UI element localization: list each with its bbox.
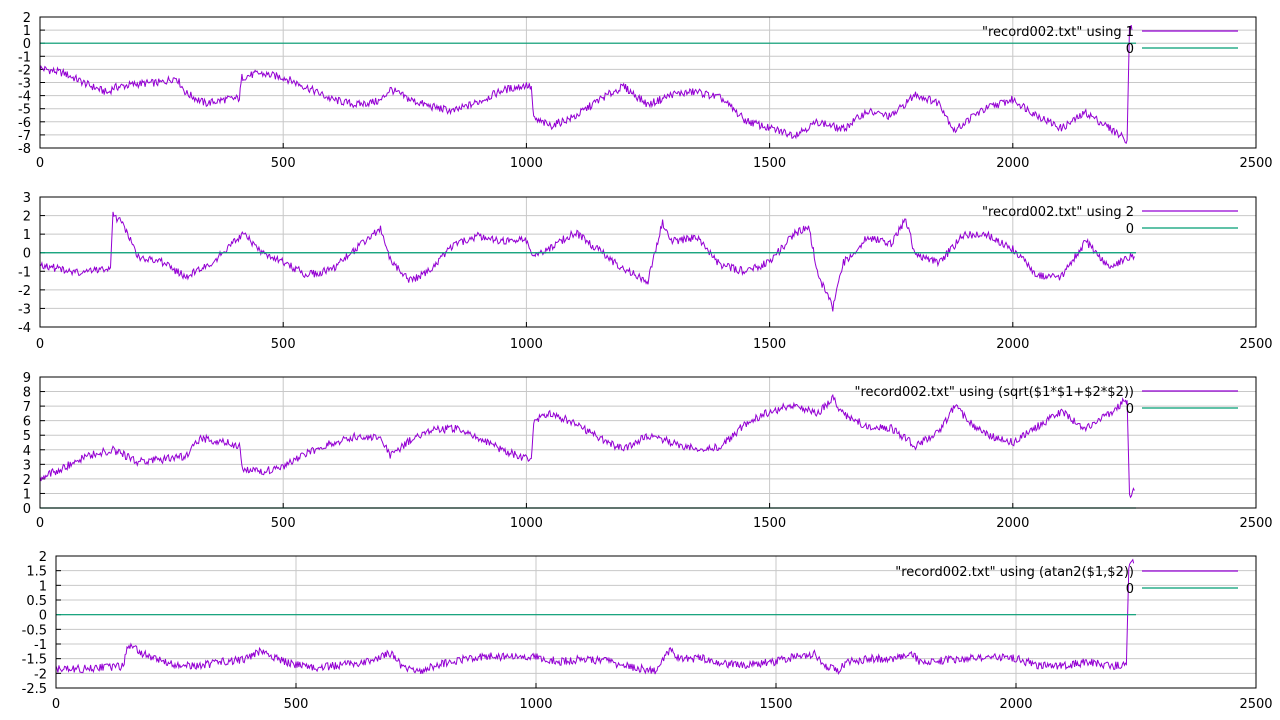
x-tick-label-5: 2500	[1239, 697, 1272, 712]
x-tick-label-0: 0	[52, 697, 60, 712]
legend-label-0: "record002.txt" using 2	[982, 205, 1134, 220]
x-tick-label-1: 500	[271, 337, 296, 352]
x-tick-label-3: 1500	[753, 337, 786, 352]
y-tick-label-3: -1	[34, 638, 47, 653]
y-tick-label-4: -0.5	[22, 623, 47, 638]
y-tick-label-9: 1	[23, 24, 31, 39]
series-data-line	[39, 211, 1135, 312]
y-tick-label-9: 2	[39, 550, 47, 565]
legend-label-1: 0	[1126, 402, 1134, 417]
x-tick-label-5: 2500	[1239, 516, 1272, 531]
series-data-line	[55, 558, 1135, 675]
y-tick-label-5: 1	[23, 228, 31, 243]
y-tick-label-0: -4	[18, 321, 31, 336]
y-tick-label-4: -4	[18, 90, 31, 105]
y-tick-label-8: 0	[23, 37, 31, 52]
x-tick-label-2: 1000	[519, 697, 552, 712]
x-tick-label-1: 500	[284, 697, 309, 712]
y-tick-label-4: 4	[23, 444, 31, 459]
y-tick-label-3: 3	[23, 458, 31, 473]
plot-frame	[39, 16, 1257, 149]
y-tick-label-1: -7	[18, 129, 31, 144]
y-tick-label-6: 6	[23, 415, 31, 430]
x-tick-label-5: 2500	[1239, 337, 1272, 352]
plot-frame	[39, 376, 1257, 509]
y-tick-label-6: 2	[23, 210, 31, 225]
x-tick-label-3: 1500	[759, 697, 792, 712]
y-tick-label-7: 1	[39, 579, 47, 594]
y-tick-label-7: 7	[23, 400, 31, 415]
x-tick-label-4: 2000	[996, 516, 1029, 531]
y-tick-label-2: -6	[18, 116, 31, 131]
plot-frame	[39, 196, 1257, 328]
y-tick-label-2: 2	[23, 473, 31, 488]
legend-label-0: "record002.txt" using 1	[982, 25, 1134, 40]
x-tick-label-3: 1500	[753, 516, 786, 531]
series-data-line	[39, 24, 1133, 144]
x-tick-label-4: 2000	[996, 337, 1029, 352]
y-tick-label-3: -1	[18, 265, 31, 280]
legend-label-1: 0	[1126, 222, 1134, 237]
x-tick-label-1: 500	[271, 156, 296, 171]
y-tick-label-5: 5	[23, 429, 31, 444]
x-tick-label-0: 0	[36, 516, 44, 531]
y-tick-label-9: 9	[23, 371, 31, 386]
y-tick-label-10: 2	[23, 11, 31, 26]
y-tick-label-0: -8	[18, 142, 31, 157]
y-tick-label-7: 3	[23, 191, 31, 206]
legend-label-1: 0	[1126, 582, 1134, 597]
x-tick-label-3: 1500	[753, 156, 786, 171]
y-tick-label-1: -3	[18, 302, 31, 317]
series-data-line	[39, 393, 1135, 499]
y-tick-label-0: 0	[23, 502, 31, 517]
x-tick-label-0: 0	[36, 337, 44, 352]
y-tick-label-8: 8	[23, 386, 31, 401]
y-tick-label-2: -2	[18, 284, 31, 299]
y-tick-label-4: 0	[23, 247, 31, 262]
y-tick-label-5: 0	[39, 609, 47, 624]
legend-label-0: "record002.txt" using (atan2($1,$2))	[895, 565, 1134, 580]
chart-panel-2: -4 -3 -2 -1 0 1 2 3 0 500 1000 1500 2000 2500 "record0…	[18, 191, 1273, 352]
x-tick-label-4: 2000	[999, 697, 1032, 712]
y-tick-label-3: -5	[18, 103, 31, 118]
plot-frame	[55, 555, 1257, 689]
x-tick-label-5: 2500	[1239, 156, 1272, 171]
y-tick-label-1: 1	[23, 487, 31, 502]
y-tick-label-8: 1.5	[26, 565, 47, 580]
legend-label-0: "record002.txt" using (sqrt($1*$1+$2*$2)…	[854, 385, 1134, 400]
x-tick-label-0: 0	[36, 156, 44, 171]
x-tick-label-1: 500	[271, 516, 296, 531]
y-tick-label-2: -1.5	[22, 653, 47, 668]
legend-label-1: 0	[1126, 42, 1134, 57]
y-tick-label-6: -2	[18, 63, 31, 78]
y-tick-label-1: -2	[34, 667, 47, 682]
x-tick-label-2: 1000	[510, 337, 543, 352]
y-tick-label-6: 0.5	[26, 594, 47, 609]
x-tick-label-2: 1000	[510, 516, 543, 531]
y-tick-label-5: -3	[18, 77, 31, 92]
chart-panel-4: -2.5-2-1.5-1-0.500.511.520 500 1000 1500 200…	[22, 550, 1273, 712]
y-tick-label-0: -2.5	[22, 682, 47, 697]
x-tick-label-4: 2000	[996, 156, 1029, 171]
x-tick-label-2: 1000	[510, 156, 543, 171]
y-tick-label-7: -1	[18, 50, 31, 65]
